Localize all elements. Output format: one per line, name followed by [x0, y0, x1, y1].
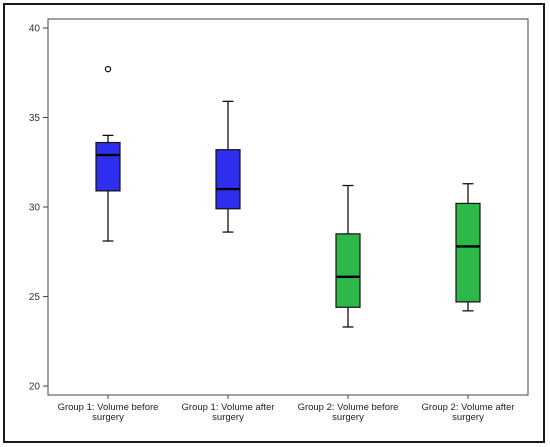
x-category-label: surgery: [332, 412, 364, 423]
y-tick-label: 20: [29, 382, 41, 393]
x-category-label: surgery: [92, 412, 124, 423]
iqr-box: [95, 141, 121, 192]
iqr-box: [215, 149, 241, 210]
box-series: [95, 65, 481, 328]
x-category-label: Group 1: Volume before: [58, 402, 159, 413]
iqr-box: [335, 233, 361, 308]
y-tick-label: 25: [29, 292, 41, 303]
iqr-box: [455, 202, 481, 303]
outlier-point: [104, 65, 112, 73]
box-group: [95, 65, 121, 242]
x-category-label: Group 1: Volume after: [182, 402, 275, 413]
y-tick-label: 40: [29, 23, 41, 34]
figure-frame: [3, 3, 545, 443]
box-group: [215, 100, 241, 233]
y-tick-label: 35: [29, 113, 41, 124]
x-category-label: surgery: [452, 412, 484, 423]
x-category-label: Group 2: Volume after: [422, 402, 515, 413]
box-group: [335, 184, 361, 328]
y-axis: 20 25 30 35 40: [29, 23, 48, 393]
x-category-label: Group 2: Volume before: [298, 402, 399, 413]
box-group: [455, 183, 481, 312]
y-tick-label: 30: [29, 203, 41, 214]
x-category-label: surgery: [212, 412, 244, 423]
